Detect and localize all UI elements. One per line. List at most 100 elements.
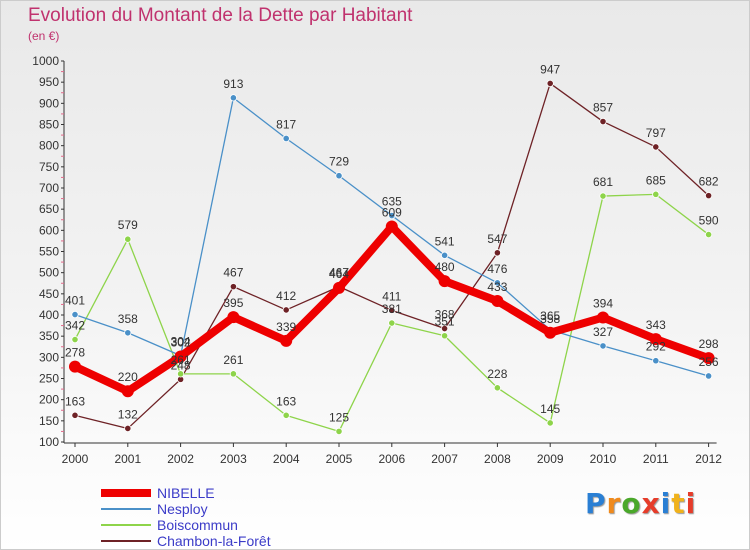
y-tick-label: 200 (39, 393, 59, 407)
legend-label: Boiscommun (157, 517, 238, 533)
data-label: 132 (118, 407, 138, 421)
x-tick-label: 2001 (114, 452, 141, 466)
y-tick-label: 700 (39, 181, 59, 195)
y-tick-label: 550 (39, 245, 59, 259)
x-tick-label: 2004 (273, 452, 300, 466)
data-point (280, 334, 293, 347)
data-point (649, 333, 662, 346)
data-point (546, 419, 554, 427)
data-point (438, 275, 451, 288)
legend-swatch (101, 508, 151, 510)
data-label: 298 (699, 337, 719, 351)
data-point (282, 411, 290, 419)
legend-label: Chambon-la-Forêt (157, 533, 271, 549)
data-label: 467 (223, 266, 243, 280)
legend-swatch (101, 540, 151, 542)
data-point (227, 311, 240, 324)
data-point (282, 306, 290, 314)
data-label: 433 (487, 280, 507, 294)
logo-letter: r (606, 487, 622, 520)
data-label: 411 (382, 289, 401, 303)
data-label: 947 (540, 62, 560, 76)
chart-title: Evolution du Montant de la Dette par Hab… (28, 5, 413, 26)
data-point (599, 117, 607, 126)
data-label: 358 (540, 312, 560, 326)
data-point (69, 360, 81, 373)
data-label: 401 (65, 294, 85, 308)
data-label: 480 (435, 260, 455, 274)
series-nibelle (69, 220, 715, 398)
data-label: 351 (435, 315, 455, 329)
y-tick-label: 100 (39, 435, 59, 449)
x-tick-label: 2011 (643, 452, 669, 466)
data-label: 797 (646, 126, 666, 140)
data-point (493, 279, 501, 287)
data-label: 464 (329, 267, 349, 281)
data-point (704, 372, 713, 380)
data-point (491, 295, 504, 308)
y-tick-label: 600 (39, 223, 59, 237)
x-tick-label: 2005 (326, 452, 353, 466)
y-tick-label: 900 (39, 96, 59, 110)
data-point (704, 230, 713, 239)
data-label: 476 (487, 262, 507, 276)
logo-letter: P (585, 487, 607, 520)
data-point (493, 249, 501, 257)
data-label: 609 (382, 206, 402, 220)
data-point (388, 211, 396, 220)
data-point (440, 324, 449, 333)
legend-label: NIBELLE (157, 485, 215, 501)
data-point (335, 172, 343, 180)
data-label: 304 (171, 335, 191, 349)
legend-label: Nesploy (157, 501, 208, 517)
data-label: 339 (276, 320, 296, 334)
y-tick-label: 1000 (32, 54, 59, 68)
data-label: 913 (223, 77, 243, 91)
y-tick-label: 300 (39, 350, 59, 364)
data-label: 412 (276, 289, 296, 303)
proxiti-logo: Proxiti (585, 487, 696, 520)
data-label: 145 (540, 402, 560, 416)
y-tick-label: 450 (39, 287, 59, 301)
data-point (440, 251, 449, 259)
data-labels-nibelle: 278 220 302 395 339 464 609 480 433 358 394 343 298 (65, 206, 719, 385)
data-label: 125 (329, 410, 349, 424)
data-point (174, 350, 187, 363)
series-nesploy (71, 94, 713, 380)
y-tick-label: 850 (39, 118, 59, 132)
data-point (546, 79, 554, 88)
data-point (597, 311, 609, 324)
data-label: 541 (435, 234, 455, 248)
x-tick-label: 2010 (590, 452, 617, 466)
data-label: 817 (276, 117, 296, 131)
x-tick-label: 2003 (220, 452, 247, 466)
data-point (71, 310, 79, 319)
data-labels-boiscommun: 342 579 261 261 163 125 381 351 228 145 681 685 590 (65, 173, 719, 424)
logo-letter: x (641, 487, 661, 520)
y-tick-label: 750 (39, 160, 59, 174)
data-label: 467 (329, 266, 349, 280)
data-label: 579 (118, 218, 138, 232)
data-point (385, 220, 398, 233)
data-point (652, 190, 660, 198)
logo-letter: t (671, 487, 686, 520)
x-tick-label: 2008 (484, 452, 511, 466)
data-label: 395 (223, 296, 243, 310)
data-point (333, 281, 345, 294)
data-label: 682 (699, 175, 719, 189)
y-tick-label: 650 (39, 202, 59, 216)
data-point (177, 370, 185, 378)
data-point (652, 357, 660, 365)
data-point (124, 235, 132, 243)
logo-letter: i (685, 487, 697, 520)
data-label: 163 (65, 394, 85, 408)
series-boiscommun (71, 190, 713, 436)
x-tick-label: 2007 (431, 452, 458, 466)
data-label: 729 (329, 155, 349, 169)
y-tick-label: 800 (39, 139, 59, 153)
data-label: 278 (65, 346, 85, 360)
y-tick-label: 350 (39, 329, 59, 343)
data-label: 365 (540, 309, 560, 323)
data-label: 261 (223, 353, 243, 367)
